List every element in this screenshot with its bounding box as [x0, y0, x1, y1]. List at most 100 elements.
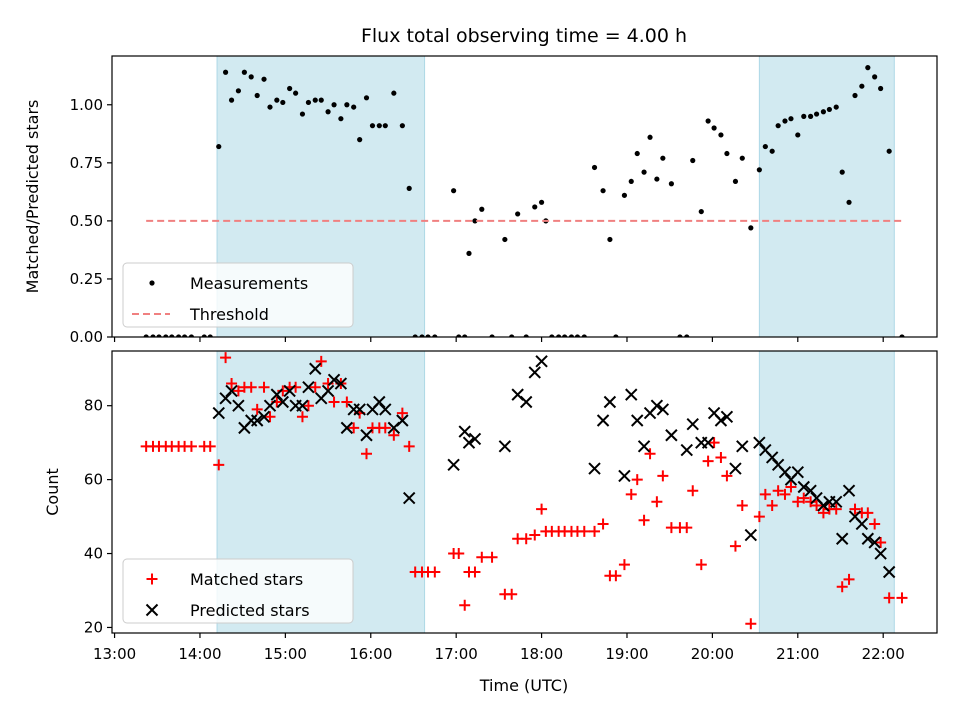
y-tick-label: 0.50: [70, 212, 103, 230]
matched-stars-point: [883, 592, 895, 604]
matched-stars-point: [651, 496, 663, 508]
measurement-point: [338, 116, 344, 122]
predicted-stars-point: [680, 443, 693, 457]
matched-stars-point: [264, 411, 276, 423]
predicted-stars-point: [686, 417, 699, 431]
x-tick-label: 21:00: [776, 645, 819, 663]
legend-marker: [146, 573, 158, 585]
measurement-point: [668, 181, 674, 187]
plot-area: [140, 352, 908, 630]
matched-stars-point: [379, 422, 391, 434]
measurement-point: [532, 204, 538, 210]
measurement-point: [523, 334, 529, 337]
measurement-point: [293, 90, 299, 96]
predicted-stars-point: [327, 373, 341, 387]
matched-stars-point: [687, 485, 699, 497]
predicted-stars-point: [791, 466, 804, 479]
measurement-point: [808, 113, 814, 119]
measurement-point: [169, 334, 175, 337]
measurement-point: [515, 211, 521, 217]
measurement-point: [581, 334, 587, 337]
matched-stars-point: [315, 355, 327, 367]
legend-box: [122, 262, 354, 328]
matched-stars-point: [817, 507, 829, 519]
predicted-stars-point: [520, 395, 533, 409]
measurement-point: [852, 92, 858, 99]
matched-stars-point: [520, 533, 532, 545]
x-tick-label: 16:00: [349, 645, 392, 663]
measurement-point: [826, 106, 832, 113]
predicted-stars-point: [379, 403, 392, 416]
measurement-point: [756, 167, 762, 173]
predicted-stars-point: [835, 532, 849, 545]
predicted-stars-point: [263, 399, 277, 412]
predicted-stars-point: [447, 458, 460, 472]
predicted-stars-point: [650, 399, 664, 412]
measurement-point: [351, 104, 357, 110]
matched-stars-point: [296, 411, 308, 423]
matched-stars-point: [469, 566, 481, 578]
matched-stars-point: [258, 381, 270, 393]
predicted-stars-point: [618, 469, 631, 483]
predicted-stars-point: [874, 547, 887, 560]
measurement-point: [479, 206, 485, 212]
legend-label: Threshold: [189, 305, 269, 324]
predicted-stars-point: [830, 495, 843, 509]
matched-stars-point: [792, 496, 804, 508]
matched-stars-point: [896, 592, 908, 604]
matched-stars-point: [625, 488, 637, 500]
matched-stars-point: [251, 403, 263, 415]
measurement-point: [222, 69, 229, 75]
matched-stars-point: [657, 470, 669, 482]
measurement-point: [660, 155, 666, 161]
predicted-stars-point: [665, 429, 678, 442]
predicted-stars-point: [631, 414, 644, 427]
matched-stars-point: [232, 385, 244, 397]
measurement-point: [878, 85, 884, 92]
legend-label: Matched stars: [190, 570, 303, 589]
measurement-point: [607, 236, 613, 243]
measurement-point: [241, 69, 247, 75]
predicted-stars-point: [468, 432, 482, 446]
matched-stars-point: [597, 518, 609, 530]
predicted-stars-point: [701, 436, 715, 449]
measurement-point: [228, 97, 235, 103]
matched-stars-point: [745, 618, 757, 630]
measurement-point: [331, 102, 337, 108]
predicted-stars-point: [276, 395, 290, 409]
matched-stars-point: [610, 570, 622, 582]
measurement-point: [600, 188, 606, 194]
predicted-stars-point: [842, 484, 856, 497]
measurement-point: [299, 111, 306, 117]
measurement-point: [363, 95, 370, 101]
predicted-stars-point: [861, 532, 875, 545]
matched-stars-point: [589, 525, 601, 537]
y-tick-label: 40: [84, 545, 103, 563]
matched-stars-point: [529, 529, 541, 541]
legend-marker: [145, 603, 159, 617]
y-tick-label: 60: [84, 471, 103, 489]
matched-stars-point: [388, 429, 400, 441]
measurement-point: [820, 109, 827, 115]
measurement-point: [613, 334, 619, 337]
measurement-point: [556, 334, 562, 337]
matched-stars-point: [618, 559, 630, 571]
measurement-point: [788, 116, 794, 122]
matched-stars-point: [753, 511, 765, 523]
predicted-stars-point: [729, 462, 742, 475]
y-tick-label: 20: [84, 618, 103, 636]
matched-stars-point: [830, 503, 842, 515]
x-tick-label: 15:00: [264, 645, 307, 663]
matched-stars-point: [185, 440, 197, 452]
measurement-point: [466, 250, 472, 256]
matched-stars-point: [453, 548, 465, 560]
legend-label: Predicted stars: [190, 601, 310, 620]
measurement-point: [261, 76, 267, 82]
predicted-stars-point: [744, 528, 758, 542]
measurement-point: [769, 148, 775, 154]
predicted-stars-point: [720, 410, 734, 423]
measurement-point: [775, 123, 781, 129]
measurement-point: [641, 169, 647, 175]
measurement-point: [634, 150, 640, 157]
